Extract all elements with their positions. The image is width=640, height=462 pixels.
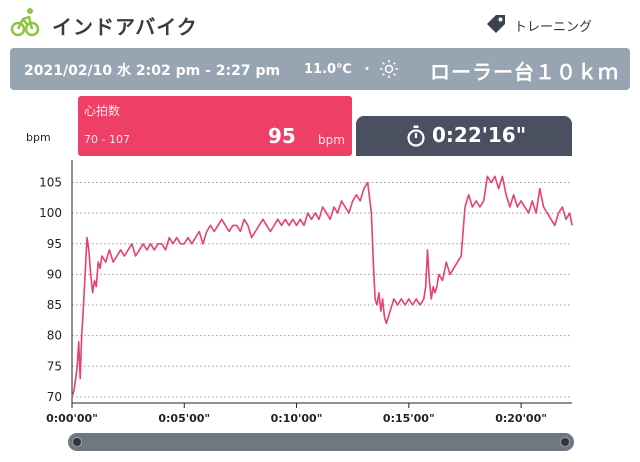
heart-rate-unit: bpm	[318, 133, 345, 147]
heart-rate-value: 95	[268, 124, 296, 148]
sun-icon	[380, 60, 398, 78]
date-range: 2021/02/10 水 2:02 pm - 2:27 pm	[24, 63, 281, 79]
category-tag[interactable]: トレーニング	[514, 20, 593, 35]
top-bar: インドアバイク トレーニング	[0, 0, 640, 46]
y-tick-label: 100	[39, 206, 62, 220]
y-tick-label: 70	[47, 390, 62, 404]
x-tick-label: 0:05'00"	[158, 412, 210, 425]
page-title: インドアバイク	[52, 15, 198, 39]
cursor-time-panel: 0:22'16"	[356, 116, 572, 156]
heart-rate-panel: 心拍数 70 - 107 95 bpm	[78, 96, 352, 156]
heart-rate-range: 70 - 107	[84, 133, 130, 146]
y-tick-label: 85	[47, 298, 62, 312]
y-tick-label: 90	[47, 267, 62, 281]
x-tick-label: 0:20'00"	[495, 412, 547, 425]
scroll-handle-start[interactable]	[72, 437, 82, 447]
heart-rate-label: 心拍数	[84, 104, 121, 118]
scroll-handle-end[interactable]	[560, 437, 570, 447]
y-axis-label: bpm	[26, 131, 51, 144]
y-tick-label: 80	[47, 329, 62, 343]
bike-rider-icon	[10, 8, 40, 37]
y-tick-label: 105	[39, 176, 62, 190]
y-tick-label: 95	[47, 237, 62, 251]
heart-rate-line	[71, 175, 573, 398]
separator: ・	[360, 62, 374, 78]
x-tick-label: 0:15'00"	[383, 412, 435, 425]
elapsed-time: 0:22'16"	[432, 123, 527, 147]
y-tick-label: 75	[47, 359, 62, 373]
stopwatch-icon	[407, 125, 425, 147]
timeline-scrollbar[interactable]	[68, 433, 574, 451]
activity-info-bar: 2021/02/10 水 2:02 pm - 2:27 pm 11.0℃ ・ ロ…	[10, 48, 630, 90]
x-tick-label: 0:10'00"	[271, 412, 323, 425]
tag-icon[interactable]	[484, 12, 508, 36]
x-tick-label: 0:00'00"	[46, 412, 98, 425]
temperature: 11.0℃	[304, 62, 352, 77]
course-name: ローラー台１０ｋｍ	[430, 60, 619, 84]
